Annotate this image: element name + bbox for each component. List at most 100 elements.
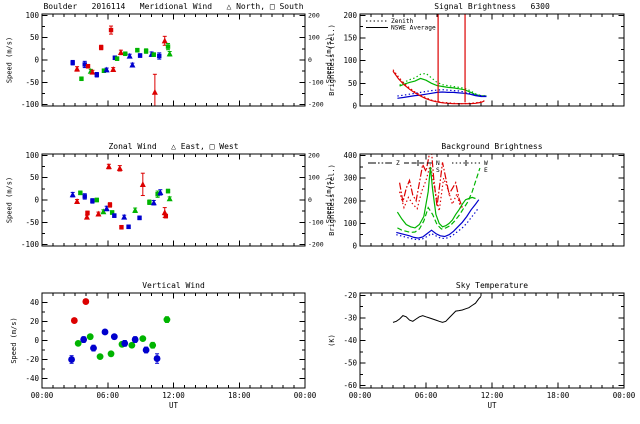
marker-triangle: [95, 210, 102, 217]
right-tick-label: -100: [308, 218, 324, 226]
meridional-wind-axes: [41, 13, 306, 107]
marker-square: [135, 47, 140, 53]
y-tick-label: -30: [343, 313, 357, 322]
series-bg-red-2: [399, 164, 462, 212]
signal-brightness-axes: [359, 13, 625, 107]
marker-circle: [163, 316, 171, 323]
marker-square: [157, 53, 162, 59]
y-tick-label: -40: [25, 374, 39, 383]
plot-frame: [41, 13, 306, 107]
x-tick-label: 00:00: [349, 391, 372, 400]
panel-signal-brightness: 0 50 100 150 200 Signal Brightness 6300 Bright…: [328, 2, 625, 111]
legend-label: S: [436, 167, 440, 174]
y-axis-label: Brightness (rel.): [328, 164, 336, 236]
marker-square: [85, 64, 91, 69]
marker-triangle: [100, 208, 107, 215]
y-tick-label: 150: [343, 34, 357, 43]
marker-circle: [96, 353, 104, 361]
marker-square: [82, 194, 87, 199]
marker-circle: [101, 328, 109, 336]
marker-square: [137, 53, 143, 58]
x-tick-label: 12:00: [162, 391, 185, 400]
series-average-red: [392, 70, 485, 105]
y-tick-label: -20: [343, 291, 357, 300]
marker-triangle: [166, 195, 173, 202]
y-tick-label: -100: [21, 100, 40, 109]
series-bg-green-1: [396, 166, 476, 229]
marker-circle: [86, 333, 94, 341]
marker-triangle: [89, 68, 96, 75]
y-tick-label: -60: [343, 381, 357, 390]
series-bg-red-1: [399, 154, 463, 208]
marker-circle: [80, 336, 88, 343]
y-tick-label: 0: [352, 242, 357, 251]
vertical-wind-axes: [41, 292, 306, 389]
marker-triangle: [126, 52, 133, 59]
marker-circle: [139, 335, 147, 342]
marker-square: [82, 62, 87, 67]
plot-frame: [359, 153, 625, 247]
panel-sky-temperature: -60 -50 -40 -30 -20 Sky Temperature (K) 00:00 06…: [328, 281, 636, 410]
marker-square: [126, 224, 131, 229]
marker-square: [85, 210, 90, 216]
plot-frame: [41, 153, 306, 247]
x-tick-label: 00:00: [31, 391, 54, 400]
panel-title: Vertical Wind: [142, 281, 205, 290]
y-tick-label: 200: [343, 196, 357, 205]
right-tick-label: -100: [308, 78, 324, 86]
series-sky-temp: [392, 296, 482, 323]
signal-brightness-plot-area: [392, 14, 487, 105]
marker-circle: [90, 344, 97, 352]
right-tick-label: 100: [308, 174, 320, 182]
y-tick-label: 300: [343, 174, 357, 183]
legend-label: Zenith: [391, 18, 414, 25]
marker-circle: [142, 346, 150, 354]
x-axis-title: UT: [169, 401, 179, 410]
marker-circle: [121, 339, 129, 347]
marker-square: [90, 198, 95, 204]
legend-label: W: [484, 160, 488, 167]
x-tick-label: 18:00: [228, 391, 251, 400]
y-tick-label: -100: [21, 240, 40, 249]
marker-square: [112, 213, 117, 218]
y-tick-label: -40: [343, 336, 357, 345]
marker-triangle: [69, 191, 76, 198]
y-tick-label: 400: [343, 151, 357, 160]
marker-circle: [70, 317, 78, 324]
y-axis-label: Speed (m/s): [6, 37, 14, 83]
panel-background-brightness: 0 100 200 300 400 Background Brightness Bright…: [328, 142, 625, 251]
meridional-wind-plot-area: [70, 25, 173, 106]
marker-square: [101, 68, 107, 73]
y-tick-label: 100: [25, 151, 39, 160]
y-tick-label: -50: [25, 78, 39, 87]
marker-square: [70, 60, 75, 65]
legend-label: N: [436, 160, 440, 167]
y-tick-label: 50: [30, 33, 40, 42]
right-y-axis-label: Speed (m/s): [325, 37, 333, 83]
legend-label: Z: [396, 160, 400, 167]
right-y-axis-label: Speed (m/s): [325, 177, 333, 223]
series-bg-blue-1: [396, 199, 480, 239]
marker-square: [137, 215, 142, 221]
marker-circle: [149, 341, 157, 349]
series-zenith-green: [399, 72, 487, 97]
marker-square: [79, 76, 84, 81]
y-tick-label: 100: [343, 56, 357, 65]
marker-square: [78, 190, 83, 196]
marker-square: [119, 225, 124, 230]
panel-zonal-wind: -100 -50 0 50 100 200 100 0 -100 -200 Zonal Wind △…: [6, 142, 333, 249]
y-tick-label: 50: [348, 79, 358, 88]
series-bg-green-2: [397, 167, 481, 234]
zonal-wind-plot-area: [69, 163, 173, 230]
marker-square: [165, 44, 171, 49]
marker-triangle: [150, 199, 157, 206]
marker-triangle: [103, 205, 110, 212]
x-tick-label: 18:00: [547, 391, 570, 400]
x-tick-label: 06:00: [96, 391, 119, 400]
x-tick-label: 12:00: [481, 391, 504, 400]
marker-triangle: [161, 209, 168, 216]
marker-circle: [68, 356, 75, 363]
legend-label: E: [484, 167, 488, 174]
